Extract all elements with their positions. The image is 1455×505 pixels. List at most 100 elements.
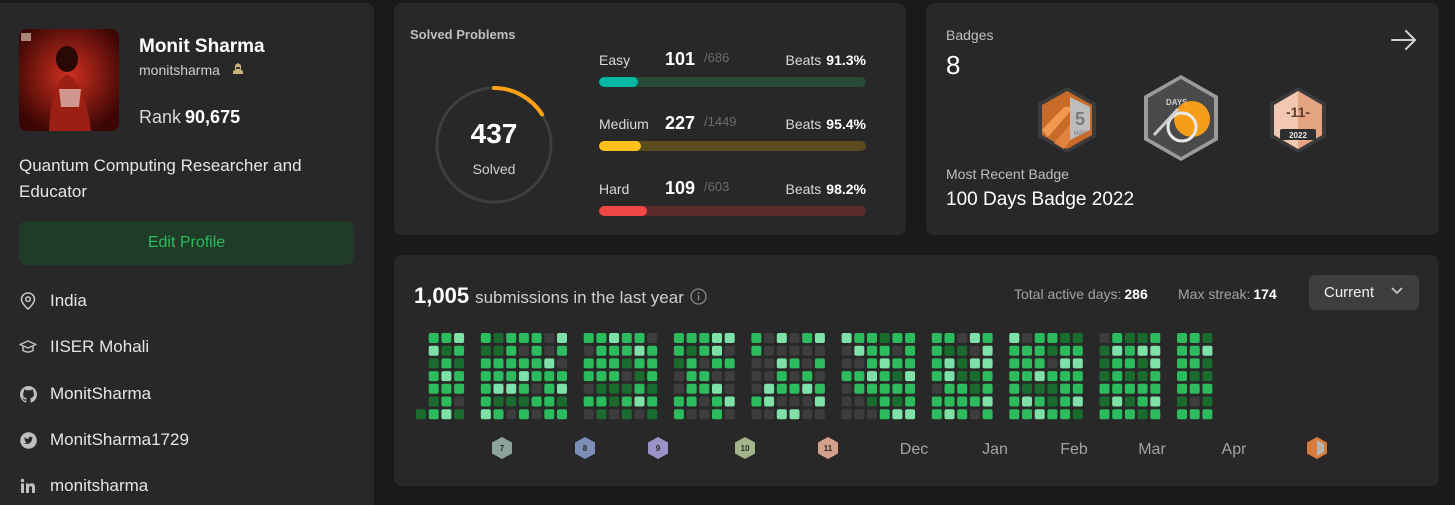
heatmap-cell[interactable] [751,358,762,369]
heatmap-cell[interactable] [724,345,735,356]
heatmap-cell[interactable] [1047,409,1058,420]
heatmap-cell[interactable] [841,383,852,394]
heatmap-cell[interactable] [957,383,968,394]
heatmap-cell[interactable] [1189,371,1200,382]
heatmap-cell[interactable] [647,358,658,369]
heatmap-cell[interactable] [544,333,555,343]
heatmap-cell[interactable] [1137,396,1148,407]
heatmap-cell[interactable] [686,409,697,420]
heatmap-cell[interactable] [776,396,787,407]
heatmap-cell[interactable] [724,383,735,394]
heatmap-cell[interactable] [1202,396,1213,407]
heatmap-cell[interactable] [789,371,800,382]
heatmap-cell[interactable] [1112,396,1123,407]
heatmap-cell[interactable] [776,345,787,356]
heatmap-cell[interactable] [982,396,993,407]
heatmap-cell[interactable] [1150,383,1161,394]
heatmap-cell[interactable] [686,371,697,382]
heatmap-cell[interactable] [518,371,529,382]
heatmap-cell[interactable] [1177,358,1187,369]
heatmap-cell[interactable] [480,333,491,343]
month-badge-icon[interactable]: 7 [492,437,512,459]
heatmap-cell[interactable] [1034,383,1045,394]
heatmap-cell[interactable] [609,333,620,343]
heatmap-cell[interactable] [1009,409,1020,420]
heatmap-cell[interactable] [814,358,825,369]
heatmap-cell[interactable] [1022,371,1032,382]
heatmap-cell[interactable] [428,345,439,356]
heatmap-cell[interactable] [441,396,452,407]
heatmap-cell[interactable] [1202,409,1213,420]
heatmap-cell[interactable] [454,345,465,356]
heatmap-cell[interactable] [1009,396,1020,407]
heatmap-cell[interactable] [969,396,980,407]
heatmap-cell[interactable] [506,383,517,394]
heatmap-cell[interactable] [969,358,980,369]
heatmap-cell[interactable] [531,396,542,407]
heatmap-cell[interactable] [634,383,645,394]
heatmap-cell[interactable] [686,345,697,356]
heatmap-cell[interactable] [544,409,555,420]
heatmap-cell[interactable] [596,333,607,343]
heatmap-cell[interactable] [751,383,762,394]
heatmap-cell[interactable] [1034,396,1045,407]
heatmap-cell[interactable] [1060,396,1071,407]
heatmap-cell[interactable] [428,358,439,369]
heatmap-cell[interactable] [931,345,942,356]
heatmap-cell[interactable] [764,333,775,343]
heatmap-cell[interactable] [673,371,684,382]
heatmap-cell[interactable] [892,371,903,382]
heatmap-cell[interactable] [764,383,775,394]
heatmap-cell[interactable] [969,345,980,356]
heatmap-cell[interactable] [789,333,800,343]
heatmap-cell[interactable] [634,396,645,407]
heatmap-cell[interactable] [802,383,813,394]
heatmap-cell[interactable] [1099,396,1110,407]
heatmap-cell[interactable] [802,333,813,343]
heatmap-cell[interactable] [441,358,452,369]
heatmap-cell[interactable] [557,396,567,407]
heatmap-cell[interactable] [1150,396,1161,407]
edit-profile-button[interactable]: Edit Profile [19,221,354,265]
heatmap-cell[interactable] [814,396,825,407]
heatmap-cell[interactable] [1177,409,1187,420]
heatmap-cell[interactable] [1112,333,1123,343]
heatmap-cell[interactable] [802,396,813,407]
heatmap-cell[interactable] [518,409,529,420]
month-badge-icon[interactable]: 10 [735,437,755,459]
heatmap-cell[interactable] [1009,383,1020,394]
heatmap-cell[interactable] [428,371,439,382]
heatmap-cell[interactable] [493,383,504,394]
heatmap-cell[interactable] [699,396,710,407]
heatmap-cell[interactable] [854,409,865,420]
heatmap-cell[interactable] [931,371,942,382]
heatmap-cell[interactable] [841,371,852,382]
heatmap-cell[interactable] [1072,409,1083,420]
heatmap-cell[interactable] [969,333,980,343]
may-badge-icon[interactable]: 5 MAY [1034,85,1100,155]
heatmap-cell[interactable] [634,358,645,369]
heatmap-cell[interactable] [892,358,903,369]
heatmap-cell[interactable] [583,371,594,382]
heatmap-cell[interactable] [1034,333,1045,343]
heatmap-cell[interactable] [1034,358,1045,369]
heatmap-cell[interactable] [1137,345,1148,356]
heatmap-cell[interactable] [531,371,542,382]
heatmap-cell[interactable] [1150,333,1161,343]
heatmap-cell[interactable] [1022,383,1032,394]
heatmap-cell[interactable] [1177,371,1187,382]
heatmap-cell[interactable] [789,409,800,420]
heatmap-cell[interactable] [751,409,762,420]
heatmap-cell[interactable] [686,396,697,407]
100-days-badge-icon[interactable]: DAYS [1140,73,1222,163]
heatmap-cell[interactable] [1189,333,1200,343]
heatmap-cell[interactable] [1072,358,1083,369]
heatmap-cell[interactable] [518,396,529,407]
heatmap-cell[interactable] [854,358,865,369]
heatmap-cell[interactable] [441,383,452,394]
heatmap-cell[interactable] [557,409,567,420]
heatmap-cell[interactable] [506,409,517,420]
heatmap-cell[interactable] [841,358,852,369]
heatmap-cell[interactable] [1137,358,1148,369]
heatmap-cell[interactable] [957,358,968,369]
